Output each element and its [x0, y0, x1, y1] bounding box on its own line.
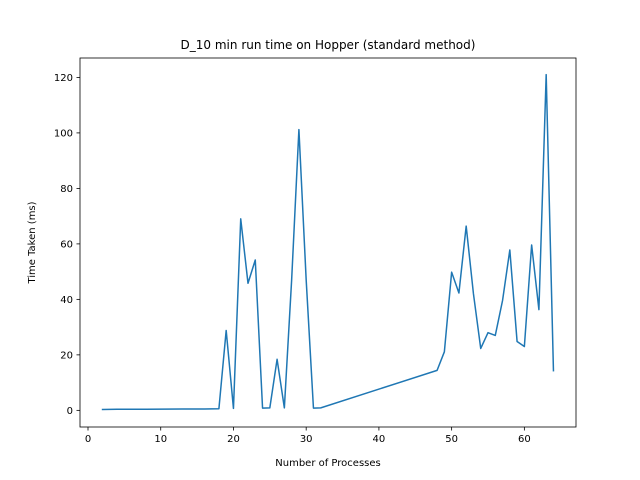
y-tick-label: 0: [67, 406, 73, 417]
y-tick-label: 20: [60, 350, 73, 361]
x-axis-label: Number of Processes: [275, 458, 380, 469]
axes-frame: [79, 57, 577, 428]
y-tick-label: 80: [60, 184, 73, 195]
series-line-0: [101, 73, 555, 411]
y-tick-label: 40: [60, 295, 73, 306]
x-tick-label: 40: [373, 434, 386, 445]
y-tick-label: 120: [54, 73, 73, 84]
y-axis-label: Time Taken (ms): [27, 201, 38, 284]
y-tick-label: 100: [54, 128, 73, 139]
plot-layer: [101, 73, 555, 411]
y-ticks: 0 20 40 60 80 100 120: [54, 73, 80, 417]
x-tick-label: 60: [518, 434, 531, 445]
x-ticks: 0 10 20 30 40 50 60: [85, 427, 531, 445]
x-tick-label: 0: [85, 434, 91, 445]
x-tick-label: 50: [445, 434, 458, 445]
x-tick-label: 20: [227, 434, 240, 445]
x-tick-label: 30: [300, 434, 313, 445]
x-tick-label: 10: [154, 434, 167, 445]
y-tick-label: 60: [60, 239, 73, 250]
chart-title: D_10 min run time on Hopper (standard me…: [181, 38, 476, 52]
